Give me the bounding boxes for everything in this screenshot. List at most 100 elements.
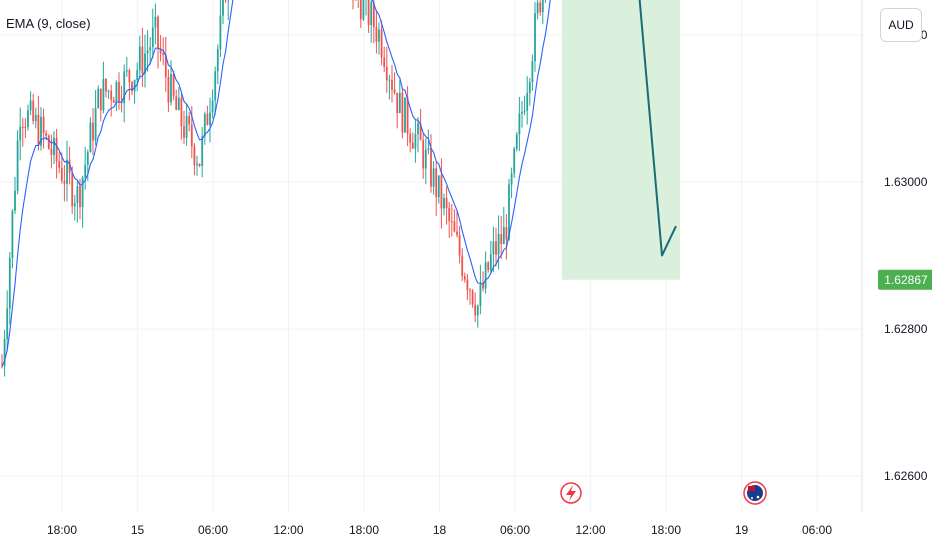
candle — [55, 128, 58, 179]
candle — [484, 251, 487, 294]
candle — [354, 0, 357, 1]
australia-flag-icon[interactable] — [743, 481, 767, 505]
candle — [149, 36, 152, 65]
candle-body — [50, 148, 53, 156]
candle — [183, 110, 185, 145]
indicator-legend[interactable]: EMA (9, close) — [6, 16, 91, 31]
candle-body — [370, 2, 373, 26]
time-axis[interactable]: 18:00 15 06:00 12:00 18:00 18 06:00 12:00 18:00 1… — [47, 523, 832, 537]
candle-body — [391, 79, 393, 90]
candle — [378, 22, 380, 55]
position-zones — [562, 0, 680, 280]
candle-body — [27, 110, 29, 128]
candle — [89, 117, 92, 153]
candle — [60, 152, 63, 184]
candle-body — [141, 46, 144, 74]
candle — [544, 0, 546, 3]
candle — [469, 287, 471, 305]
candle-body — [149, 47, 152, 51]
candle-body — [518, 113, 521, 135]
candle-body — [513, 148, 516, 174]
candle — [227, 0, 230, 21]
candle-body — [89, 122, 92, 153]
candle — [505, 214, 508, 260]
take-profit-zone[interactable] — [562, 0, 680, 280]
candle — [482, 271, 484, 292]
candle-body — [14, 190, 16, 211]
lightning-shape — [566, 485, 576, 501]
candle — [216, 44, 219, 85]
candle-body — [94, 107, 97, 141]
candle — [105, 77, 107, 98]
candle — [370, 0, 373, 43]
candle-body — [201, 136, 204, 166]
price-tick-label: 1.63000 — [884, 175, 928, 189]
candle-body — [53, 137, 55, 156]
candle — [536, 0, 539, 20]
candle — [144, 34, 146, 88]
candle — [66, 140, 68, 202]
candle — [541, 0, 544, 25]
take-profit-tag-bg — [878, 269, 932, 290]
candle-body — [81, 177, 84, 208]
candle-body — [123, 71, 126, 104]
candle-body — [414, 134, 417, 149]
candle — [474, 292, 477, 323]
candle-body — [112, 100, 115, 103]
candle-body — [58, 161, 61, 168]
candle — [489, 240, 492, 275]
candle — [458, 225, 461, 264]
candle — [391, 64, 393, 103]
candle-body — [21, 126, 24, 128]
flag-star — [751, 497, 753, 499]
forecast-arrow[interactable] — [563, 0, 677, 257]
candle — [11, 209, 14, 269]
flag-star — [756, 495, 760, 499]
candle — [497, 215, 500, 270]
candle-body — [1, 365, 3, 367]
candle — [138, 35, 141, 79]
candle-body — [157, 16, 159, 49]
candle — [487, 261, 490, 273]
candle — [73, 194, 76, 221]
time-tick-label: 06:00 — [500, 523, 530, 537]
candle — [362, 0, 365, 21]
candle-body — [34, 114, 37, 122]
candle — [508, 179, 510, 241]
candle-body — [471, 290, 474, 305]
candle — [76, 180, 79, 223]
candle-body — [214, 71, 217, 101]
candle-body — [443, 197, 445, 209]
candle-body — [60, 167, 63, 181]
candle — [380, 20, 383, 66]
candle-body — [66, 159, 68, 184]
candle — [71, 166, 74, 214]
candle-body — [440, 175, 443, 209]
candle — [440, 158, 443, 229]
candle-body — [404, 97, 406, 133]
candle — [123, 64, 126, 123]
candle-body — [110, 90, 113, 101]
candle — [16, 130, 19, 195]
lightning-event-icon[interactable] — [560, 482, 582, 504]
candle-body — [461, 255, 464, 276]
candle-body — [463, 275, 466, 280]
candle-body — [487, 262, 490, 271]
currency-button[interactable]: AUD — [880, 8, 922, 42]
candle-body — [362, 0, 365, 20]
candle-body — [497, 234, 500, 255]
candle-body — [489, 254, 492, 271]
candle — [180, 93, 183, 140]
candle — [432, 161, 435, 195]
candle — [131, 80, 133, 96]
candle-body — [435, 168, 438, 198]
candle-body — [138, 46, 141, 71]
candle-body — [128, 70, 131, 83]
event-markers[interactable] — [560, 481, 767, 505]
candle — [63, 165, 66, 202]
candle — [1, 354, 3, 369]
candle — [471, 289, 474, 308]
candle-body — [492, 241, 495, 255]
